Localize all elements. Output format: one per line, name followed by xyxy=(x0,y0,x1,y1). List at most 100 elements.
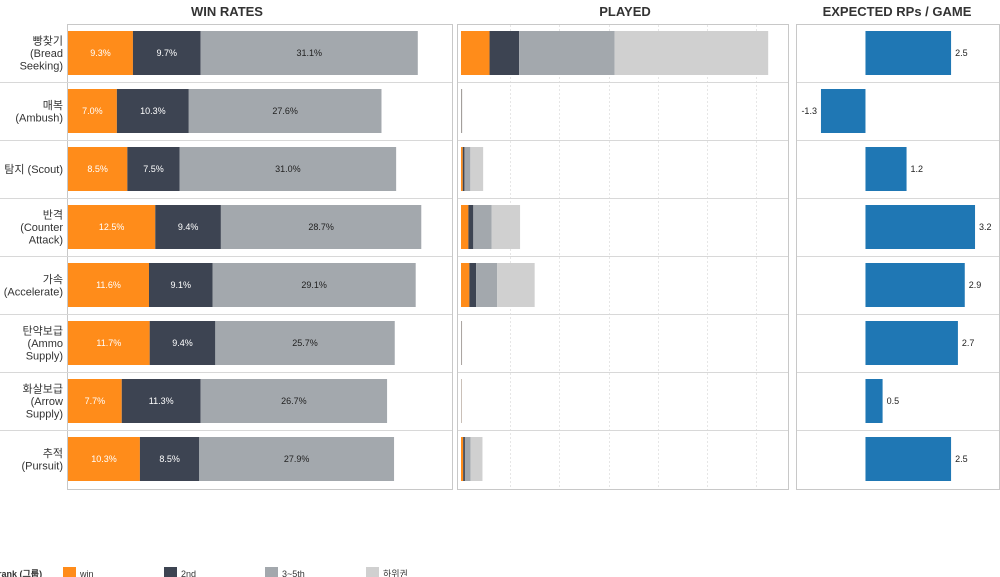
win-rate-bar-2nd xyxy=(121,379,201,423)
played-bar- xyxy=(470,437,483,481)
win-rate-bar-win xyxy=(68,31,133,75)
win-rate-label-3-5th: 29.1% xyxy=(301,280,327,290)
win-rate-bar-3-5th xyxy=(200,31,418,75)
row-label-line: 탐지 (Scout) xyxy=(4,163,63,176)
legend-swatch-lower xyxy=(366,567,379,577)
row-label-line: 화살보급 xyxy=(23,383,63,396)
win-rate-label-2nd: 9.4% xyxy=(178,222,199,232)
row-label-line: 반격 xyxy=(43,209,63,222)
win-rate-bar-win xyxy=(68,147,128,191)
win-rate-label-2nd: 8.5% xyxy=(159,454,180,464)
win-rate-label-win: 12.5% xyxy=(99,222,125,232)
row-label-line: 탄약보급 xyxy=(23,324,63,338)
win-rate-label-win: 11.7% xyxy=(96,338,121,348)
row-label: 탐지 (Scout) xyxy=(4,163,63,176)
played-bar-win xyxy=(461,147,463,191)
expected-rp-bar xyxy=(865,31,952,75)
played-bar-3-5th xyxy=(519,31,615,75)
row-label: 빵찾기 (Bread Seeking) xyxy=(20,35,63,73)
legend-swatch-win xyxy=(63,567,76,577)
win-rate-label-win: 8.5% xyxy=(87,164,108,174)
expected-rp-label: 2.5 xyxy=(955,48,968,58)
win-rate-bar-3-5th xyxy=(220,205,422,249)
played-bar- xyxy=(614,31,769,75)
expected-rp-label: 3.2 xyxy=(979,222,992,232)
played-bar-win xyxy=(461,437,464,481)
expected-rp-bar xyxy=(865,263,965,307)
legend-title: rank (그룹) xyxy=(0,568,42,577)
row-label-line: Supply) xyxy=(26,409,63,421)
win-rate-bar-2nd xyxy=(127,147,180,191)
win-rate-label-2nd: 9.4% xyxy=(172,338,193,348)
legend-swatch-2nd xyxy=(164,567,177,577)
row-label-line: 빵찾기 xyxy=(33,35,63,48)
legend-swatch-3-5th xyxy=(265,567,278,577)
played-bar-2nd xyxy=(469,263,477,307)
row-label-line: 가속 xyxy=(43,273,63,286)
win-rate-label-2nd: 10.3% xyxy=(140,106,166,116)
played-panel xyxy=(457,24,789,490)
row-label: 화살보급 (Arrow Supply) xyxy=(23,383,64,421)
win-rate-label-2nd: 7.5% xyxy=(143,164,164,174)
legend-label-lower: 하위권 xyxy=(383,568,408,577)
win-rate-label-2nd: 11.3% xyxy=(149,396,174,406)
played-bar-3-5th xyxy=(473,205,492,249)
win-rate-label-2nd: 9.7% xyxy=(157,48,178,58)
expected-rp-bar xyxy=(865,437,952,481)
win-rate-label-3-5th: 31.1% xyxy=(296,48,322,58)
win-rate-label-3-5th: 28.7% xyxy=(308,222,334,232)
row-label-line: 추적 xyxy=(43,447,63,460)
row-label-line: (Ammo xyxy=(28,338,63,350)
legend-label-2nd: 2nd xyxy=(181,569,196,577)
win-rate-label-3-5th: 25.7% xyxy=(292,338,318,348)
win-rate-bar-3-5th xyxy=(215,321,395,365)
expected-rp-bar xyxy=(820,89,866,133)
win-rate-label-win: 7.7% xyxy=(85,396,106,406)
expected-rp-label: 1.2 xyxy=(911,164,924,174)
played-bar-win xyxy=(461,263,470,307)
win-rate-label-3-5th: 31.0% xyxy=(275,164,301,174)
expected-rp-label: 2.9 xyxy=(969,280,982,290)
row-label-line: 매복 xyxy=(43,99,63,112)
expected-rp-label: -1.3 xyxy=(801,106,817,116)
win-rate-label-win: 10.3% xyxy=(91,454,117,464)
expected-rp-label: 0.5 xyxy=(887,396,900,406)
row-separators xyxy=(0,82,999,431)
played-bar-3-5th xyxy=(476,263,498,307)
win-rate-label-3-5th: 27.9% xyxy=(284,454,310,464)
expected-rp-label: 2.7 xyxy=(962,338,975,348)
row-label-line: Attack) xyxy=(29,235,63,247)
legend-label-3-5th: 3~5th xyxy=(282,569,305,577)
played-bar- xyxy=(497,263,535,307)
played-bar-2nd xyxy=(468,205,474,249)
win-rate-label-3-5th: 26.7% xyxy=(281,396,307,406)
row-label: 반격 (Counter Attack) xyxy=(20,209,63,247)
played-bar-2nd xyxy=(462,147,465,191)
win-rate-bar-win xyxy=(68,379,122,423)
win-rate-bar-win xyxy=(68,89,117,133)
win-rate-bar-win xyxy=(68,321,150,365)
win-rate-bar-3-5th xyxy=(212,263,416,307)
win-rate-bar-win xyxy=(68,205,156,249)
row-label: 탄약보급 (Ammo Supply) xyxy=(23,324,63,363)
expected-rp-bar xyxy=(865,379,883,423)
win-rate-label-win: 9.3% xyxy=(90,48,111,58)
row-label-line: (Accelerate) xyxy=(4,286,63,298)
win-rate-bar-3-5th xyxy=(200,379,388,423)
expected-rp-label: 2.5 xyxy=(955,454,968,464)
expected-rp-bar xyxy=(865,205,976,249)
win-rate-bar-2nd xyxy=(149,321,216,365)
expected-rps-title: EXPECTED RPs / GAME xyxy=(823,4,972,19)
win-rate-label-win: 11.6% xyxy=(96,280,121,290)
played-bar- xyxy=(491,205,521,249)
win-rate-label-3-5th: 27.6% xyxy=(272,106,298,116)
row-label-line: (Pursuit) xyxy=(21,460,63,472)
row-label: 추적 (Pursuit) xyxy=(21,447,63,473)
win-rate-bar-3-5th xyxy=(179,147,397,191)
row-label-line: (Counter xyxy=(20,222,63,234)
played-bar- xyxy=(470,147,484,191)
win-rate-bar-2nd xyxy=(139,437,200,481)
row-label-line: (Ambush) xyxy=(15,112,63,124)
row-label-line: (Bread xyxy=(30,48,63,60)
